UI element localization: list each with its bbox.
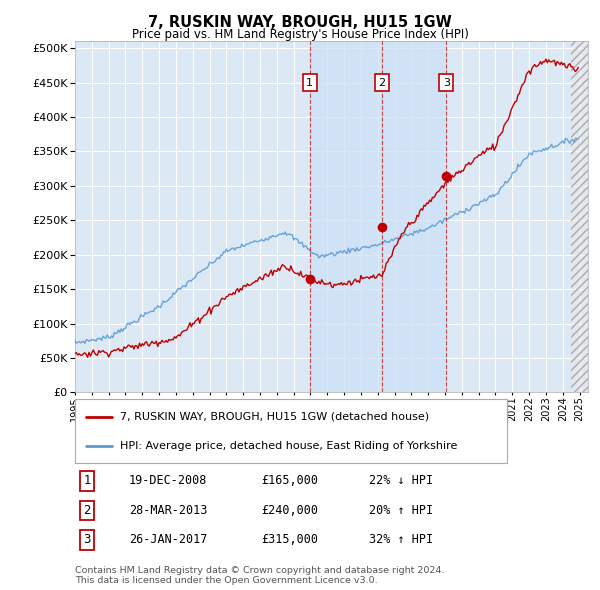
Bar bbox=[310, 41, 446, 392]
Text: 1: 1 bbox=[83, 474, 91, 487]
Text: 2: 2 bbox=[378, 78, 385, 87]
Text: 7, RUSKIN WAY, BROUGH, HU15 1GW: 7, RUSKIN WAY, BROUGH, HU15 1GW bbox=[148, 15, 452, 30]
Text: 2: 2 bbox=[83, 504, 91, 517]
Text: HPI: Average price, detached house, East Riding of Yorkshire: HPI: Average price, detached house, East… bbox=[121, 441, 458, 451]
Text: Price paid vs. HM Land Registry's House Price Index (HPI): Price paid vs. HM Land Registry's House … bbox=[131, 28, 469, 41]
Text: £315,000: £315,000 bbox=[261, 533, 318, 546]
Text: 7, RUSKIN WAY, BROUGH, HU15 1GW (detached house): 7, RUSKIN WAY, BROUGH, HU15 1GW (detache… bbox=[121, 412, 430, 422]
Text: 20% ↑ HPI: 20% ↑ HPI bbox=[369, 504, 433, 517]
Text: Contains HM Land Registry data © Crown copyright and database right 2024.
This d: Contains HM Land Registry data © Crown c… bbox=[75, 566, 445, 585]
Bar bbox=[571, 41, 588, 392]
Bar bbox=[571, 41, 588, 392]
Text: 28-MAR-2013: 28-MAR-2013 bbox=[129, 504, 208, 517]
Text: 32% ↑ HPI: 32% ↑ HPI bbox=[369, 533, 433, 546]
Text: 3: 3 bbox=[443, 78, 450, 87]
Text: 3: 3 bbox=[83, 533, 91, 546]
Text: 22% ↓ HPI: 22% ↓ HPI bbox=[369, 474, 433, 487]
Text: £240,000: £240,000 bbox=[261, 504, 318, 517]
Text: 1: 1 bbox=[307, 78, 313, 87]
Text: 19-DEC-2008: 19-DEC-2008 bbox=[129, 474, 208, 487]
Text: 26-JAN-2017: 26-JAN-2017 bbox=[129, 533, 208, 546]
Bar bbox=[571, 41, 588, 392]
Text: £165,000: £165,000 bbox=[261, 474, 318, 487]
